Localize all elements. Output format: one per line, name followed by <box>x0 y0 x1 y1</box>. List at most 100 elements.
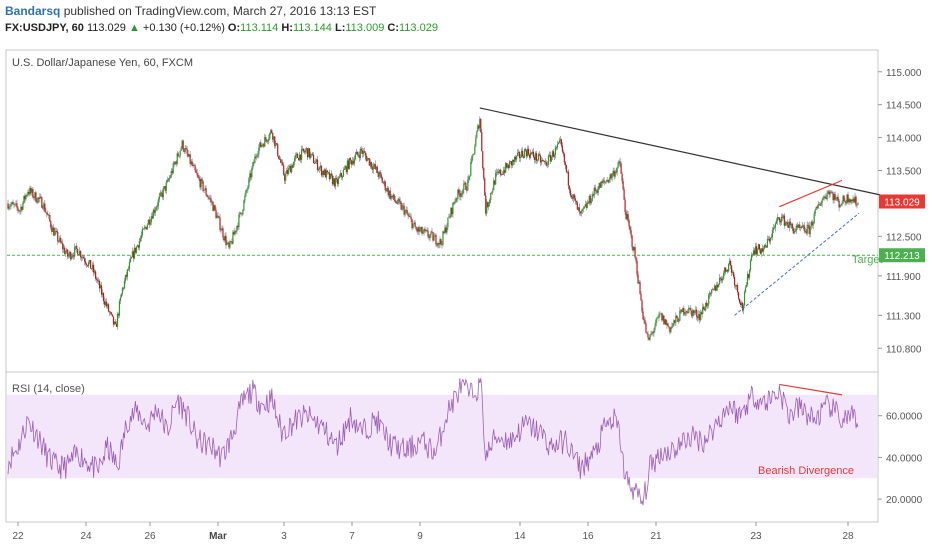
candle-body <box>663 315 665 325</box>
candle-body <box>351 160 353 165</box>
candle-body <box>801 225 803 228</box>
candle-body <box>638 282 640 284</box>
candle-body <box>675 315 677 323</box>
candle-body <box>70 252 72 260</box>
candle-body <box>542 160 545 162</box>
candle-body <box>410 217 412 220</box>
candle-body <box>429 234 431 238</box>
symbol-label[interactable]: FX:USDJPY, 60 <box>5 22 84 34</box>
candle-body <box>732 272 735 277</box>
rsi-line <box>7 378 859 506</box>
candle-body <box>445 227 447 233</box>
ohlc-header: FX:USDJPY, 60 113.029 ▲ +0.130 (+0.12%) … <box>5 22 438 34</box>
candle-body <box>585 204 587 208</box>
candle-body <box>68 255 70 257</box>
candle-body <box>544 161 547 163</box>
candle-body <box>834 194 836 200</box>
candle-body <box>280 159 282 163</box>
candle-body <box>28 192 30 194</box>
candle-body <box>394 199 396 202</box>
candle-body <box>719 277 721 285</box>
candle-body <box>766 238 769 248</box>
candle-body <box>680 309 682 311</box>
candle-body <box>190 161 192 164</box>
candle-body <box>250 173 252 178</box>
candle-body <box>141 229 143 236</box>
price-tick-label: 112.500 <box>886 232 922 243</box>
candle-body <box>146 224 148 230</box>
candle-body <box>295 155 297 158</box>
candle-body <box>182 140 184 151</box>
candle-body <box>151 216 153 219</box>
author-name[interactable]: Bandarsq <box>5 4 61 18</box>
candle-body <box>87 265 89 267</box>
candle-body <box>755 246 758 255</box>
candle-body <box>329 173 332 179</box>
candle-body <box>326 170 329 173</box>
candle-body <box>658 314 660 318</box>
candle-body <box>134 247 137 253</box>
candle-body <box>591 194 593 202</box>
candle-body <box>489 199 491 204</box>
candle-body <box>451 207 453 215</box>
candle-body <box>678 321 680 322</box>
candle-body <box>135 246 137 253</box>
candle-body <box>839 204 841 208</box>
candle-body <box>110 312 113 315</box>
candle-body <box>177 153 179 157</box>
candle-body <box>406 210 408 214</box>
candle-body <box>478 125 480 129</box>
candle-body <box>347 160 349 169</box>
candle-body <box>668 326 670 328</box>
candle-body <box>419 230 421 232</box>
candle-body <box>741 302 744 311</box>
candle-body <box>316 159 319 171</box>
candle-body <box>654 326 656 330</box>
rsi-tick-label: 40.0000 <box>886 453 923 464</box>
candle-body <box>59 237 61 242</box>
candle-body <box>309 154 312 158</box>
candle-body <box>784 222 786 226</box>
candle-body <box>475 137 477 147</box>
target-label: Target <box>852 254 883 266</box>
candle-body <box>224 235 226 241</box>
candle-body <box>546 164 549 166</box>
candle-body <box>246 189 248 191</box>
candle-body <box>219 217 221 230</box>
candle-body <box>52 227 54 232</box>
candle-body <box>507 164 509 168</box>
candle-body <box>450 207 452 217</box>
candle-body <box>77 249 79 255</box>
close-value: 113.029 <box>399 22 438 34</box>
candle-body <box>330 173 333 176</box>
candle-body <box>808 225 810 235</box>
candle-body <box>368 158 370 166</box>
candle-body <box>385 190 387 192</box>
candle-body <box>356 151 358 155</box>
candle-body <box>779 220 781 223</box>
candle-body <box>357 154 359 156</box>
candle-body <box>592 194 594 196</box>
candle-body <box>597 189 599 193</box>
candle-body <box>812 222 814 226</box>
last-price-tag: 113.029 <box>884 198 920 209</box>
candle-body <box>204 188 206 191</box>
candle-body <box>506 163 508 168</box>
candle-body <box>471 156 473 163</box>
candle-body <box>589 195 591 204</box>
candle-body <box>563 153 565 163</box>
candle-body <box>139 238 141 242</box>
candle-body <box>799 226 801 228</box>
candle-body <box>161 193 163 198</box>
candle-body <box>201 179 203 182</box>
candle-body <box>738 298 741 303</box>
candle-body <box>848 199 850 203</box>
candle-body <box>362 151 364 154</box>
candle-body <box>22 202 24 210</box>
candle-body <box>98 280 101 289</box>
candle-body <box>532 151 535 158</box>
candle-body <box>562 151 564 154</box>
candle-body <box>155 207 157 211</box>
candle-body <box>570 195 572 198</box>
